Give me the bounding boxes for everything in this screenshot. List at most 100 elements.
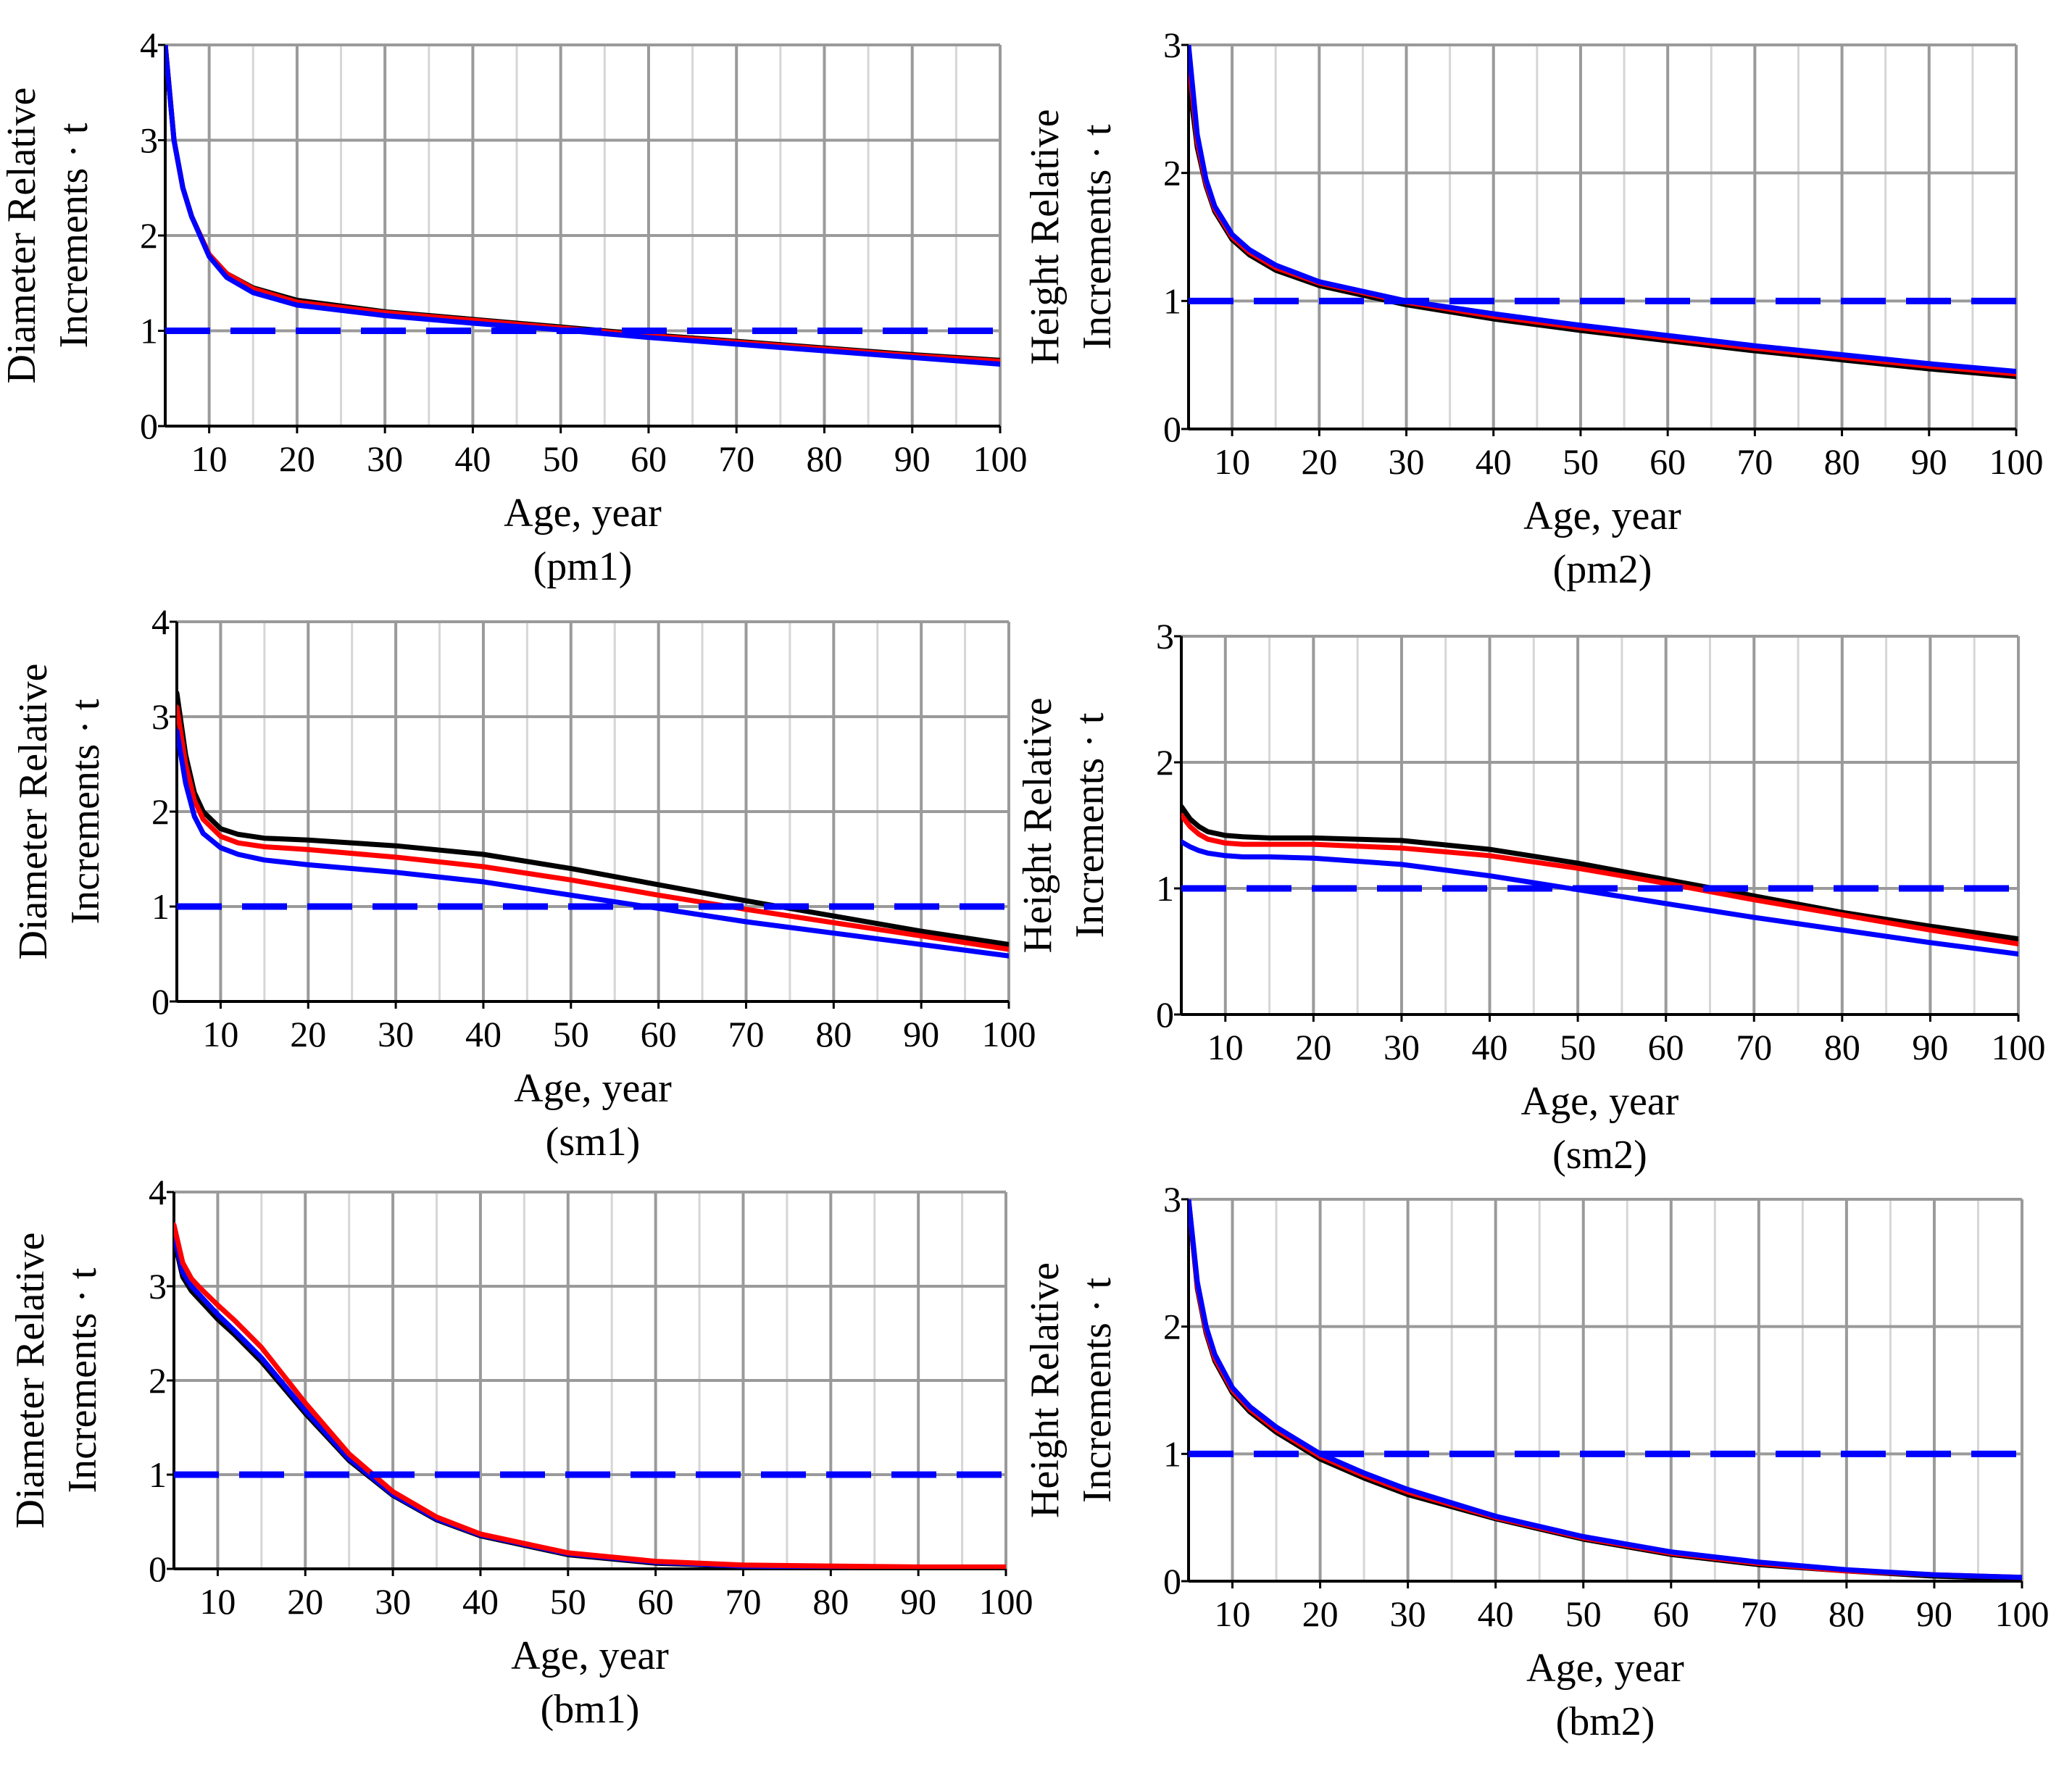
x-tick-label: 40 (1472, 1027, 1508, 1067)
x-tick-label: 70 (728, 1014, 764, 1054)
y-tick-label: 0 (140, 406, 158, 446)
x-tick-label: 20 (287, 1581, 323, 1622)
plot-area (1189, 45, 2016, 380)
x-tick-label: 10 (1215, 1593, 1251, 1634)
x-tick-label: 70 (1736, 1027, 1772, 1067)
series-line-blue (177, 728, 1009, 959)
plot-area (174, 1222, 1006, 1569)
x-tick-label: 100 (1992, 1027, 2046, 1067)
series-line-black (1189, 1199, 2022, 1581)
y-axis-label-line1: Diameter Relative (8, 1233, 53, 1529)
x-tick-label: 60 (631, 438, 667, 479)
series-line-blue (174, 1232, 1006, 1569)
y-tick-label: 1 (140, 311, 158, 351)
series-line-blue (1189, 1199, 2022, 1580)
x-tick-label: 80 (1824, 441, 1860, 482)
x-tick-label: 20 (290, 1014, 326, 1054)
series-line-blue (1181, 839, 2018, 957)
x-tick-label: 10 (202, 1014, 238, 1054)
x-tick-label: 100 (973, 438, 1028, 479)
series-line-red (174, 1222, 1006, 1569)
x-tick-label: 30 (375, 1581, 411, 1622)
y-axis-label-line2: Increments · t (1075, 1278, 1120, 1503)
plot-area (1181, 804, 2018, 957)
x-tick-label: 20 (1301, 441, 1337, 482)
x-axis-label: Age, year (514, 1066, 672, 1111)
x-tick-label: 100 (1989, 441, 2044, 482)
x-tick-label: 70 (1736, 441, 1773, 482)
x-tick-label: 10 (1207, 1027, 1244, 1067)
x-tick-label: 50 (553, 1014, 589, 1054)
series-line-red (1189, 1199, 2022, 1580)
x-tick-label: 100 (979, 1581, 1033, 1622)
y-tick-label: 1 (149, 1454, 167, 1495)
y-tick-label: 0 (1163, 1561, 1181, 1601)
panel-caption: (sm1) (546, 1120, 641, 1165)
x-tick-label: 90 (903, 1014, 939, 1054)
y-tick-label: 0 (1156, 994, 1174, 1035)
panel-caption: (bm2) (1556, 1699, 1655, 1744)
x-tick-label: 50 (1560, 1027, 1596, 1067)
y-axis-label-line1: Diameter Relative (11, 664, 56, 960)
y-tick-label: 0 (149, 1549, 167, 1589)
x-tick-label: 40 (1476, 441, 1512, 482)
series-line-black (1181, 804, 2018, 942)
y-axis-label-line1: Height Relative (1023, 109, 1068, 364)
y-tick-label: 2 (1163, 153, 1181, 193)
x-tick-label: 90 (1916, 1593, 1952, 1634)
y-axis-label-line2: Increments · t (63, 699, 108, 924)
panel-caption: (bm1) (541, 1687, 640, 1732)
x-tick-label: 60 (1648, 1027, 1684, 1067)
x-tick-label: 10 (199, 1581, 236, 1622)
x-tick-label: 80 (815, 1014, 852, 1054)
x-tick-label: 40 (1478, 1593, 1514, 1634)
panel-caption: (pm2) (1553, 547, 1652, 592)
x-tick-label: 30 (1384, 1027, 1420, 1067)
x-tick-label: 80 (1828, 1593, 1865, 1634)
y-axis-label-line1: Diameter Relative (0, 88, 44, 384)
chart-pm1: 10 20 30 40 50 60 70 80 90 100 0 1 2 3 4 Age, year (pm1)… (0, 25, 1028, 589)
x-tick-label: 20 (1295, 1027, 1331, 1067)
chart-bm2: 10 20 30 40 50 60 70 80 90 100 0 1 2 3 Age, year (bm2) H… (1023, 1179, 2050, 1744)
series-line-blue (165, 45, 1000, 367)
x-tick-label: 40 (462, 1581, 499, 1622)
y-tick-label: 1 (1163, 280, 1181, 321)
series-line-red (165, 45, 1000, 364)
x-tick-label: 30 (1389, 441, 1425, 482)
x-tick-label: 80 (1824, 1027, 1860, 1067)
x-tick-label: 30 (367, 438, 403, 479)
y-tick-label: 4 (140, 25, 158, 65)
chart-sm1: 10 20 30 40 50 60 70 80 90 100 0 1 2 3 4 Age, year (sm1)… (11, 601, 1036, 1165)
x-tick-label: 50 (550, 1581, 586, 1622)
y-axis-label-line1: Height Relative (1015, 697, 1060, 953)
x-tick-label: 50 (543, 438, 579, 479)
chart-sm2: 10 20 30 40 50 60 70 80 90 100 0 1 2 3 Age, year (sm2) H… (1015, 616, 2046, 1178)
x-tick-label: 60 (1653, 1593, 1689, 1634)
x-tick-label: 20 (1302, 1593, 1339, 1634)
x-axis-label: Age, year (504, 491, 662, 536)
y-tick-label: 1 (1156, 868, 1174, 909)
x-tick-label: 40 (454, 438, 491, 479)
series-line-blue (1189, 45, 2016, 374)
y-tick-label: 0 (151, 981, 170, 1022)
x-tick-label: 60 (1649, 441, 1686, 482)
x-tick-label: 60 (641, 1014, 677, 1054)
plot-area (177, 690, 1009, 959)
plot-area (165, 45, 1000, 367)
y-tick-label: 3 (149, 1266, 167, 1307)
x-axis-label: Age, year (1523, 493, 1681, 538)
y-tick-label: 2 (1156, 742, 1174, 783)
y-tick-label: 0 (1163, 409, 1181, 449)
x-tick-label: 90 (900, 1581, 936, 1622)
panel-caption: (pm1) (533, 544, 633, 589)
chart-bm1: 10 20 30 40 50 60 70 80 90 100 0 1 2 3 4 Age, year (bm1)… (8, 1172, 1033, 1732)
x-tick-label: 30 (1390, 1593, 1426, 1634)
y-tick-label: 3 (140, 120, 158, 161)
x-tick-label: 10 (191, 438, 228, 479)
series-line-red (1181, 812, 2018, 947)
panel-caption: (sm2) (1552, 1133, 1647, 1178)
series-line-red (177, 704, 1009, 952)
x-tick-label: 100 (1995, 1593, 2050, 1634)
x-tick-label: 80 (812, 1581, 849, 1622)
